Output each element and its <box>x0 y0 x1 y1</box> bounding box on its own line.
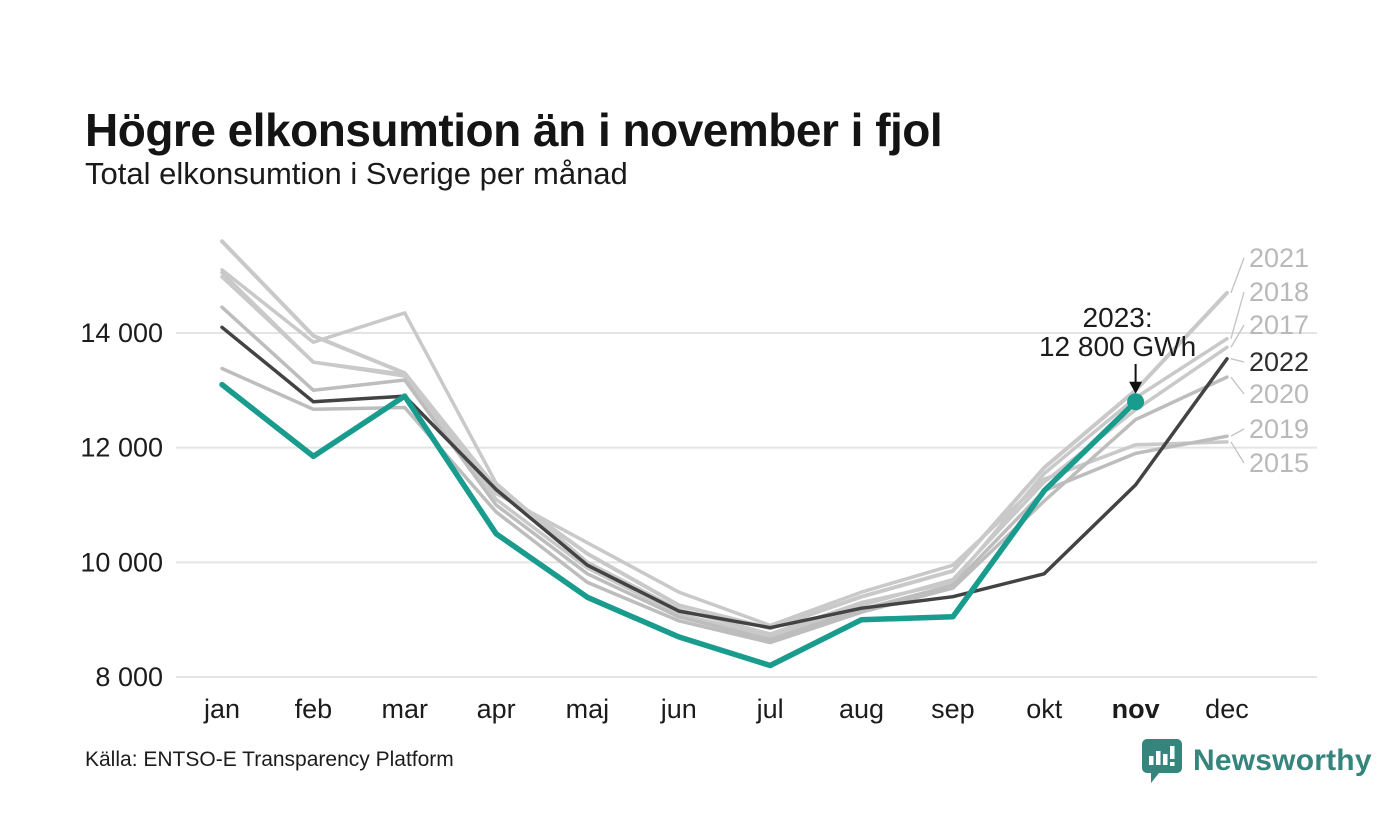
brand-lockup: Newsworthy <box>1141 738 1372 784</box>
year-label-2017: 2017 <box>1249 310 1309 340</box>
month-label-sep: sep <box>931 694 975 724</box>
source-note: Källa: ENTSO-E Transparency Platform <box>85 748 454 771</box>
month-label-jan: jan <box>203 694 240 724</box>
y-tick-label: 14 000 <box>80 318 163 348</box>
label-leader-2017 <box>1230 324 1245 348</box>
series-line-2017 <box>220 275 1229 639</box>
brand-name: Newsworthy <box>1193 744 1372 777</box>
y-tick-label: 10 000 <box>80 547 163 577</box>
year-label-2021: 2021 <box>1249 243 1309 273</box>
y-tick-label: 12 000 <box>80 433 163 463</box>
year-label-2015: 2015 <box>1249 448 1309 478</box>
month-label-okt: okt <box>1026 694 1063 724</box>
label-leader-2020 <box>1230 376 1245 395</box>
label-leader-2019 <box>1230 428 1245 437</box>
month-label-mar: mar <box>381 694 428 724</box>
label-leader-2015 <box>1230 441 1245 464</box>
series-line-2018 <box>220 268 1229 636</box>
annotation-line2: 12 800 GWh <box>1039 331 1196 362</box>
label-leader-2021 <box>1230 257 1245 294</box>
month-label-jun: jun <box>660 694 697 724</box>
month-label-aug: aug <box>839 694 884 724</box>
current-value-dot <box>1127 393 1145 411</box>
label-leader-2018 <box>1230 291 1245 339</box>
label-leader-2022 <box>1230 358 1245 363</box>
month-label-dec: dec <box>1205 694 1249 724</box>
series-line-2019 <box>220 305 1229 642</box>
month-label-apr: apr <box>477 694 516 724</box>
year-label-2022: 2022 <box>1249 347 1309 377</box>
year-label-2018: 2018 <box>1249 277 1309 307</box>
series-line-2020 <box>220 366 1229 645</box>
month-label-feb: feb <box>295 694 333 724</box>
annotation-line1: 2023: <box>1083 302 1153 333</box>
month-label-nov: nov <box>1112 694 1160 724</box>
newsworthy-logo-icon <box>1142 739 1182 783</box>
month-label-jul: jul <box>756 694 784 724</box>
series-line-2021 <box>220 239 1229 631</box>
annotation-arrow-head <box>1129 381 1143 394</box>
year-label-2020: 2020 <box>1249 379 1309 409</box>
series-line-2022 <box>220 325 1229 630</box>
y-tick-label: 8 000 <box>95 662 163 692</box>
series-line-2023 <box>219 381 1139 669</box>
year-label-2019: 2019 <box>1249 414 1309 444</box>
page-title: Högre elkonsumtion än i november i fjol <box>85 103 943 156</box>
chart-subtitle: Total elkonsumtion i Sverige per månad <box>85 156 628 191</box>
month-label-maj: maj <box>566 694 610 724</box>
